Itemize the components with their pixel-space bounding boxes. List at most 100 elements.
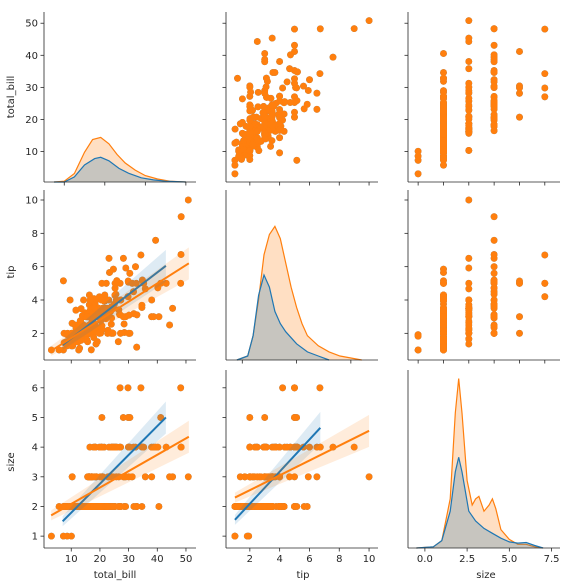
point-series-b [83,313,91,321]
point-series-b [92,473,100,481]
point-series-b [541,251,549,259]
point-series-b [490,329,498,337]
point-series-b [126,414,134,421]
point-series-b [440,343,447,351]
point-series-b [293,97,301,104]
kde-fill-series_b [416,378,544,548]
point-series-b [105,254,113,262]
panel-size-vs-size: 0.0 2.5 5.0 7.5 [407,370,560,565]
point-series-b [365,17,373,24]
point-series-b [283,78,291,86]
point-series-b [261,114,269,122]
point-series-b [246,147,254,155]
point-series-b [66,296,74,304]
point-series-b [261,414,269,421]
point-series-b [113,443,121,451]
point-series-b [98,296,105,304]
point-series-b [293,443,301,451]
point-series-b [300,503,308,510]
point-series-b [169,304,177,312]
point-series-b [257,137,264,145]
point-series-b [286,473,293,481]
point-series-b [91,304,98,312]
point-series-b [465,306,473,314]
point-series-b [465,279,473,287]
point-series-b [271,69,279,76]
regression-line-series_b [50,262,190,352]
kde-line-series_a [416,457,544,549]
point-series-b [283,443,291,451]
y-tick-label: 5 [32,413,38,424]
point-series-b [286,65,293,73]
point-series-b [77,317,85,325]
point-series-b [68,473,76,481]
point-series-b [276,126,283,134]
panel-total_bill-vs-tip [222,12,378,186]
point-series-b [132,263,139,271]
point-series-b [276,443,283,451]
point-series-b [98,325,106,333]
point-series-b [75,346,83,354]
point-series-b [276,58,283,65]
point-series-b [490,296,498,304]
point-series-b [83,503,91,510]
xlabel-col-2: tip [296,570,309,581]
point-series-b [465,120,473,127]
point-series-b [184,473,192,481]
kde-fill-series_a [236,275,330,360]
panel-total_bill-vs-size [404,12,560,186]
ylabel-row-2: tip [6,265,17,278]
point-series-b [440,50,447,57]
y-tick-label: 6 [32,262,38,273]
point-series-b [490,213,498,221]
y-tick-label: 4 [32,296,38,307]
point-series-b [465,94,473,102]
point-series-b [541,93,549,101]
point-series-b [490,263,498,271]
point-series-b [490,288,498,296]
point-series-b [236,120,244,128]
point-series-b [291,75,298,83]
point-series-b [490,114,498,122]
point-series-b [440,93,447,100]
point-series-b [133,343,141,351]
point-series-b [276,503,283,510]
point-series-b [440,120,447,127]
point-series-b [350,443,358,451]
xlabel-col-1: total_bill [94,570,137,581]
point-series-b [306,76,313,84]
point-series-b [246,414,254,421]
point-series-b [86,443,94,451]
point-series-b [98,414,106,421]
point-series-b [490,322,498,330]
point-series-b [276,134,283,142]
point-series-b [300,105,308,113]
point-series-b [516,113,523,121]
point-series-b [465,147,473,154]
point-series-b [414,152,422,160]
point-series-b [465,34,473,42]
point-series-b [516,48,523,55]
y-tick-label: 20 [25,115,38,126]
x-tick-label: 7.5 [544,554,560,565]
point-series-b [119,414,127,421]
point-series-b [490,301,498,309]
point-series-b [84,473,91,481]
panel-tip-vs-size [404,190,560,364]
point-series-b [90,334,98,341]
point-series-b [236,473,244,481]
point-series-b [365,473,373,481]
point-series-b [231,170,239,178]
y-tick-label: 2 [32,329,38,340]
point-series-b [120,254,127,262]
point-series-b [316,25,324,33]
point-series-b [293,84,300,92]
point-series-b [261,130,269,138]
point-series-b [490,269,498,277]
point-series-b [267,503,274,510]
y-tick-label: 30 [25,83,38,94]
point-series-b [93,503,100,510]
x-tick-label: 5.0 [501,554,517,565]
point-series-b [177,251,185,258]
y-tick-label: 1 [32,532,38,543]
